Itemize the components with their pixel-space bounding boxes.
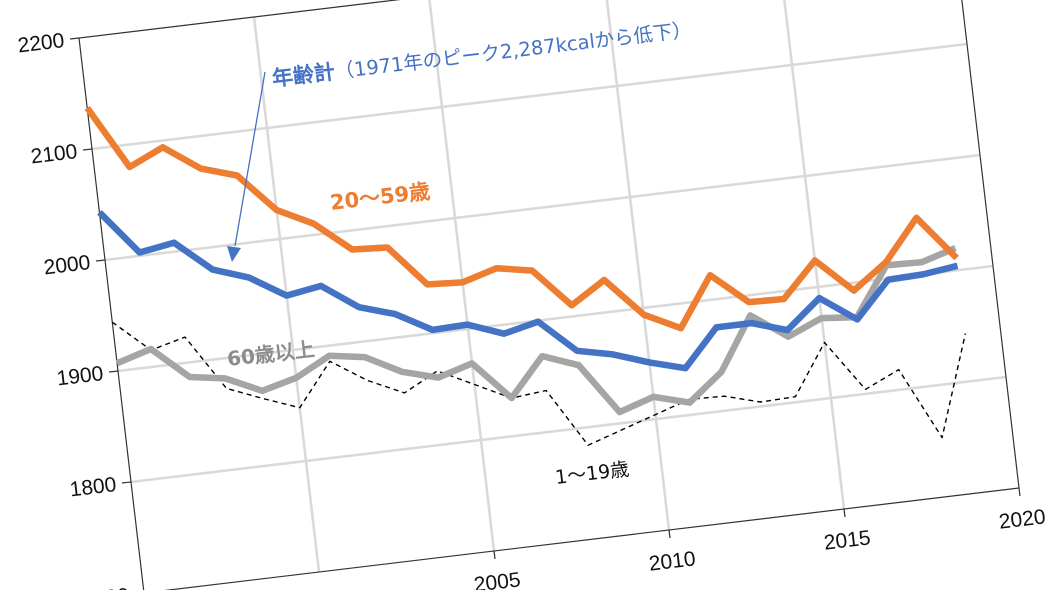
series-label-1-19: 1〜19歳 [554, 458, 630, 489]
x-tick-label: 2015 [823, 526, 872, 554]
x-tick-label: 2010 [648, 547, 697, 575]
series-line-2 [115, 245, 957, 416]
series-line-0 [84, 106, 959, 332]
y-tick-mark [69, 37, 80, 40]
y-tick-label: 1800 [68, 473, 117, 501]
gridline-y-2000 [104, 153, 981, 262]
series-lines [84, 106, 967, 446]
series-line-3 [111, 321, 967, 446]
y-tick-label: 2200 [16, 29, 65, 57]
x-tick-mark [668, 529, 671, 539]
series-label-60-plus: 60歳以上 [226, 337, 316, 371]
series-line-1 [97, 210, 959, 372]
x-tick-mark [493, 550, 496, 560]
y-tick-mark [82, 148, 93, 151]
axis-tick-labels: 1700 1800 1900 2000 2100 2200 2005 2010 2015 2020 [16, 29, 1046, 590]
gridline-x-2010 [605, 0, 671, 531]
gridline-y-1800 [130, 375, 1007, 484]
total-peak-note: （1971年のピーク2,287kcalから低下） [333, 18, 693, 83]
gridline-x-2015 [783, 0, 846, 510]
x-tick-mark [843, 508, 846, 518]
annotation-total: 年齢計（1971年のピーク2,287kcalから低下） [271, 17, 693, 91]
gridline-x-2005 [428, 0, 496, 552]
x-tick-mark [1018, 487, 1021, 497]
y-tick-label: 2000 [42, 251, 91, 279]
y-tick-mark [108, 370, 119, 373]
y-tick-label: 1700 [81, 584, 130, 590]
y-tick-mark [95, 259, 106, 262]
y-tick-mark [121, 481, 132, 484]
x-tick-label: 2005 [473, 568, 522, 590]
series-label-total: 年齢計 [271, 60, 336, 91]
svg-text:年齢計（1971年のピーク2,287kcalから低下）: 年齢計（1971年のピーク2,287kcalから低下） [271, 17, 693, 91]
series-label-20-59: 20〜59歳 [329, 179, 432, 215]
x-tick-label: 2020 [998, 505, 1047, 533]
y-tick-label: 1900 [55, 362, 104, 390]
gridline-y-2100 [91, 42, 968, 151]
plot-frame [69, 0, 1021, 590]
y-tick-label: 2100 [29, 140, 78, 168]
annotation-arrow [227, 71, 266, 262]
plot-border [78, 0, 1020, 590]
